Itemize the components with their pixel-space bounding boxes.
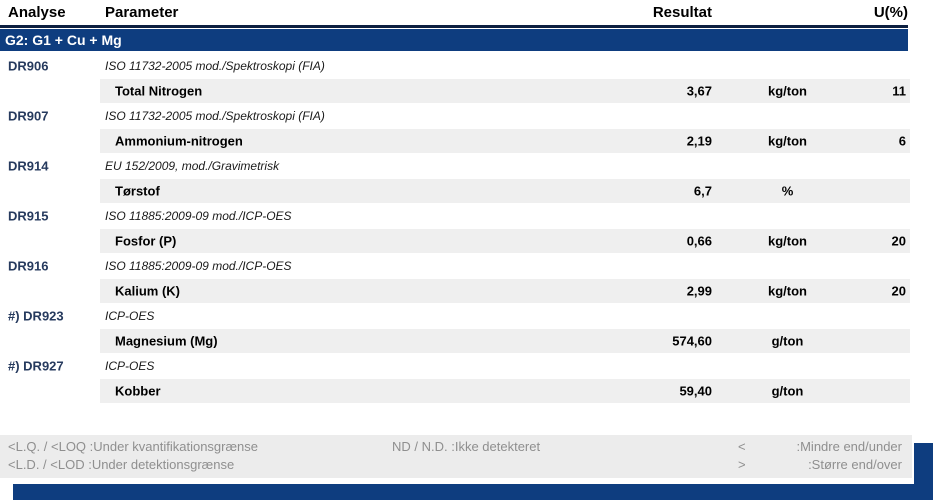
result-value: 2,99 <box>686 283 712 299</box>
legend-line-1: <L.Q. / <LOQ :Under kvantifikationsgræns… <box>0 439 912 457</box>
analysis-method: ISO 11885:2009-09 mod./ICP-OES <box>105 259 292 273</box>
result-unit: g/ton <box>771 333 804 349</box>
bottom-accent-bar <box>13 484 933 500</box>
result-unit: kg/ton <box>768 283 807 299</box>
method-row: DR907 ISO 11732-2005 mod./Spektroskopi (… <box>0 103 939 129</box>
group-banner: G2: G1 + Cu + Mg <box>0 29 908 51</box>
analysis-row: DR906 ISO 11732-2005 mod./Spektroskopi (… <box>0 53 939 103</box>
result-value: 59,40 <box>679 383 712 399</box>
parameter-name: Kobber <box>115 383 161 399</box>
legend-nd-label: ND / N.D. :Ikke detekteret <box>392 439 541 454</box>
analysis-code: DR906 <box>8 58 49 74</box>
result-unit: g/ton <box>771 383 804 399</box>
analysis-method: ICP-OES <box>105 359 155 373</box>
legend-box: <L.Q. / <LOQ :Under kvantifikationsgræns… <box>0 435 912 478</box>
method-row: DR916 ISO 11885:2009-09 mod./ICP-OES <box>0 253 939 279</box>
method-row: #) DR927 ICP-OES <box>0 353 939 379</box>
analysis-method: ISO 11885:2009-09 mod./ICP-OES <box>105 209 292 223</box>
column-header-uncertainty: U(%) <box>873 4 908 21</box>
result-value: 6,7 <box>693 183 712 199</box>
analysis-code: #) DR923 <box>8 308 64 324</box>
analysis-row: #) DR927 ICP-OES Kobber 59,40 g/ton <box>0 353 939 403</box>
legend-greater-than-label: :Større end/over <box>808 457 902 472</box>
column-header-analyse: Analyse <box>8 4 66 21</box>
legend-lod-label: <L.D. / <LOD :Under detektionsgrænse <box>8 457 235 472</box>
uncertainty-value: 20 <box>891 233 906 249</box>
legend-greater-than-symbol: > <box>738 457 746 472</box>
legend-loq-label: <L.Q. / <LOQ :Under kvantifikationsgræns… <box>8 439 259 454</box>
legend-less-than-symbol: < <box>738 439 746 454</box>
result-band: Ammonium-nitrogen 2,19 kg/ton 6 <box>100 129 910 153</box>
result-value: 2,19 <box>686 133 712 149</box>
result-value: 0,66 <box>686 233 712 249</box>
analysis-row: DR916 ISO 11885:2009-09 mod./ICP-OES Kal… <box>0 253 939 303</box>
result-band: Magnesium (Mg) 574,60 g/ton <box>100 329 910 353</box>
column-header-resultat: Resultat <box>652 4 712 21</box>
analysis-row: DR914 EU 152/2009, mod./Gravimetrisk Tør… <box>0 153 939 203</box>
method-row: DR914 EU 152/2009, mod./Gravimetrisk <box>0 153 939 179</box>
analysis-row: DR907 ISO 11732-2005 mod./Spektroskopi (… <box>0 103 939 153</box>
method-row: #) DR923 ICP-OES <box>0 303 939 329</box>
legend-less-than-label: :Mindre end/under <box>796 439 902 454</box>
result-unit: % <box>781 183 794 199</box>
result-value: 574,60 <box>672 333 712 349</box>
legend-line-2: <L.D. / <LOD :Under detektionsgrænse > :… <box>0 457 912 475</box>
result-band: Kobber 59,40 g/ton <box>100 379 910 403</box>
analysis-method: ISO 11732-2005 mod./Spektroskopi (FIA) <box>105 109 325 123</box>
analysis-code: DR914 <box>8 158 49 174</box>
uncertainty-value: 20 <box>891 283 906 299</box>
group-banner-label: G2: G1 + Cu + Mg <box>5 32 122 48</box>
analysis-code: DR916 <box>8 258 49 274</box>
uncertainty-value: 11 <box>892 83 906 99</box>
result-band: Total Nitrogen 3,67 kg/ton 11 <box>100 79 910 103</box>
analysis-method: ICP-OES <box>105 309 155 323</box>
method-row: DR906 ISO 11732-2005 mod./Spektroskopi (… <box>0 53 939 79</box>
analysis-code: DR907 <box>8 108 49 124</box>
parameter-name: Tørstof <box>115 183 160 199</box>
analysis-row: DR915 ISO 11885:2009-09 mod./ICP-OES Fos… <box>0 203 939 253</box>
result-band: Tørstof 6,7 % <box>100 179 910 203</box>
analysis-rows: DR906 ISO 11732-2005 mod./Spektroskopi (… <box>0 53 939 403</box>
parameter-name: Kalium (K) <box>115 283 180 299</box>
analysis-method: ISO 11732-2005 mod./Spektroskopi (FIA) <box>105 59 325 73</box>
uncertainty-value: 6 <box>898 133 906 149</box>
header-divider <box>0 25 908 28</box>
analysis-row: #) DR923 ICP-OES Magnesium (Mg) 574,60 g… <box>0 303 939 353</box>
result-value: 3,67 <box>686 83 712 99</box>
method-row: DR915 ISO 11885:2009-09 mod./ICP-OES <box>0 203 939 229</box>
analysis-code: #) DR927 <box>8 358 64 374</box>
column-header-parameter: Parameter <box>105 4 179 21</box>
parameter-name: Fosfor (P) <box>115 233 177 249</box>
parameter-name: Total Nitrogen <box>115 83 203 99</box>
parameter-name: Magnesium (Mg) <box>115 333 218 349</box>
analysis-method: EU 152/2009, mod./Gravimetrisk <box>105 159 280 173</box>
result-unit: kg/ton <box>768 133 807 149</box>
parameter-name: Ammonium-nitrogen <box>115 133 243 149</box>
result-unit: kg/ton <box>768 83 807 99</box>
result-band: Kalium (K) 2,99 kg/ton 20 <box>100 279 910 303</box>
analysis-code: DR915 <box>8 208 49 224</box>
result-unit: kg/ton <box>768 233 807 249</box>
result-band: Fosfor (P) 0,66 kg/ton 20 <box>100 229 910 253</box>
